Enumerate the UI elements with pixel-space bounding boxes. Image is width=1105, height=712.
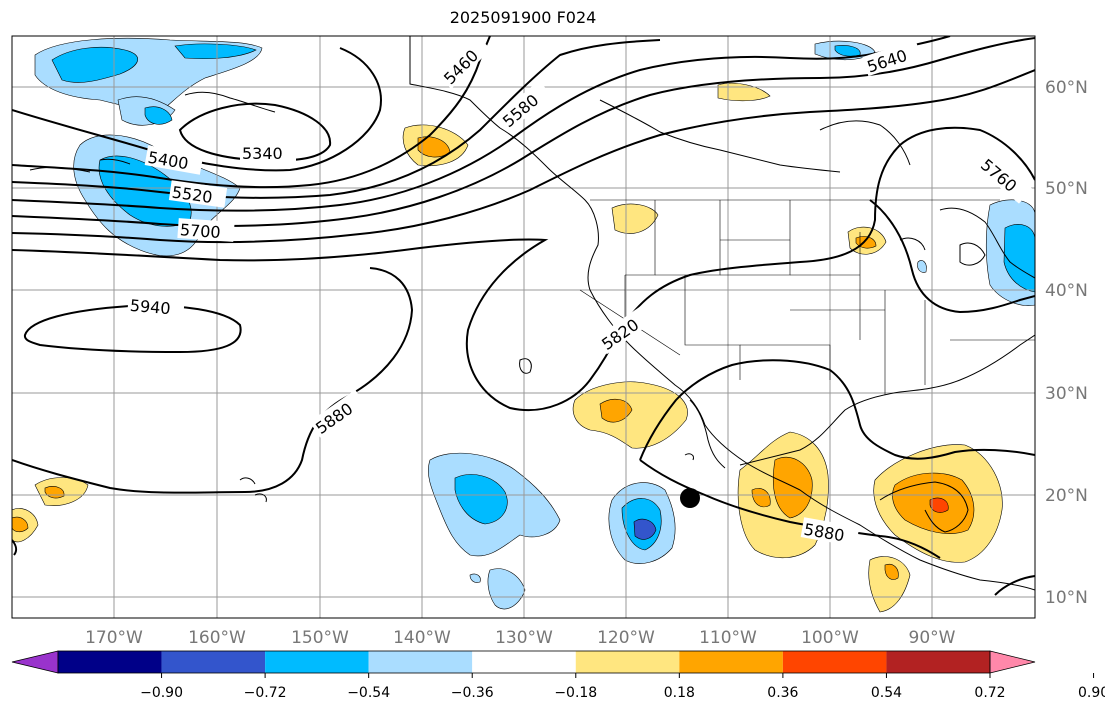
lon-label: 130°W <box>495 628 553 648</box>
colorbar-extend-high <box>989 650 1036 674</box>
shade-pac2-neg-dark <box>633 518 657 540</box>
shade-edge-pos-mid <box>12 516 29 533</box>
storm-center-marker <box>680 488 700 508</box>
colorbar-tick-label: 0.36 <box>767 685 798 701</box>
colorbar-tick-label: 0.72 <box>974 685 1005 701</box>
lon-label: 170°W <box>85 628 143 648</box>
colorbar-swatch <box>782 651 887 673</box>
shade-mex-pos-mid2 <box>751 488 771 508</box>
lat-label: 20°N <box>1045 486 1088 506</box>
contour-label: 5940 <box>129 296 171 318</box>
shade-pnw-pos <box>611 203 659 234</box>
shade-ca-south-mid <box>884 563 899 580</box>
lon-label: 150°W <box>291 628 349 648</box>
colorbar-tick-label: 0.90 <box>1078 685 1105 701</box>
lat-label: 10°N <box>1045 588 1088 608</box>
colorbar-outline <box>57 650 991 674</box>
lat-label: 30°N <box>1045 384 1088 404</box>
state-borders <box>579 199 1035 395</box>
colorbar-swatch <box>886 651 990 673</box>
colorbar-swatch <box>472 651 576 673</box>
contour-5880-west <box>12 267 414 494</box>
colorbar-swatch <box>265 651 369 673</box>
shade-lakes-neg-mid <box>1003 224 1035 293</box>
lon-label: 100°W <box>801 628 859 648</box>
colorbar-tick-label: −0.54 <box>347 685 390 701</box>
shade-lakes-small <box>917 260 927 273</box>
colorbar-extend-low <box>11 650 59 674</box>
lat-label: 40°N <box>1045 281 1088 301</box>
map-frame <box>11 35 1036 619</box>
colorbar: −0.90 −0.72 −0.54 −0.36 −0.18 0.18 0.36 0.54 0.7… <box>11 650 1105 701</box>
colorbar-tick-label: −0.90 <box>140 685 183 701</box>
colorbar-tick-label: 0.54 <box>871 685 902 701</box>
colorbar-tick-label: −0.72 <box>244 685 287 701</box>
colorbar-tick-label: −0.18 <box>554 685 597 701</box>
coastlines <box>29 36 1035 591</box>
lat-label: 60°N <box>1045 78 1088 98</box>
shade-ca-south <box>868 556 911 613</box>
shade-baja-pos-light <box>572 381 688 449</box>
colorbar-swatch <box>161 651 266 673</box>
lon-label: 140°W <box>393 628 451 648</box>
lon-axis-labels: 170°W 160°W 150°W 140°W 130°W 120°W 110°… <box>85 628 956 648</box>
contour-5760 <box>869 199 1035 314</box>
contour-label: 5340 <box>242 144 283 163</box>
colorbar-swatch <box>58 651 162 673</box>
colorbar-swatch <box>679 651 783 673</box>
lat-label: 50°N <box>1045 179 1088 199</box>
contour-label: 5700 <box>179 220 221 242</box>
colorbar-swatch <box>368 651 473 673</box>
contour-5940 <box>23 304 242 354</box>
lon-label: 160°W <box>188 628 246 648</box>
height-contours <box>12 36 1035 596</box>
shade-bering-mid <box>51 46 138 83</box>
shade-pac-neg-tiny <box>469 573 481 583</box>
shade-pac-neg-south <box>487 568 526 610</box>
lat-axis-labels: 60°N 50°N 40°N 30°N 20°N 10°N <box>1045 78 1088 608</box>
lon-label: 120°W <box>597 628 655 648</box>
map-title: 2025091900 F024 <box>449 8 597 27</box>
contour-5340 <box>178 102 332 162</box>
lon-label: 110°W <box>699 628 757 648</box>
contour-5880-east <box>639 359 1035 461</box>
colorbar-swatch <box>575 651 680 673</box>
lon-label: 90°W <box>909 628 956 648</box>
shade-gulf-mid <box>144 106 173 125</box>
shade-pac-neg-mid <box>454 474 508 525</box>
shade-baja-pos-mid <box>599 398 633 423</box>
colorbar-tick-label: 0.18 <box>664 685 695 701</box>
colorbar-tick-label: −0.36 <box>451 685 494 701</box>
contour-label-layer: 5340 5400 5460 5520 5580 5640 5700 5760 … <box>127 35 1032 547</box>
shade-bering-east <box>174 43 257 60</box>
